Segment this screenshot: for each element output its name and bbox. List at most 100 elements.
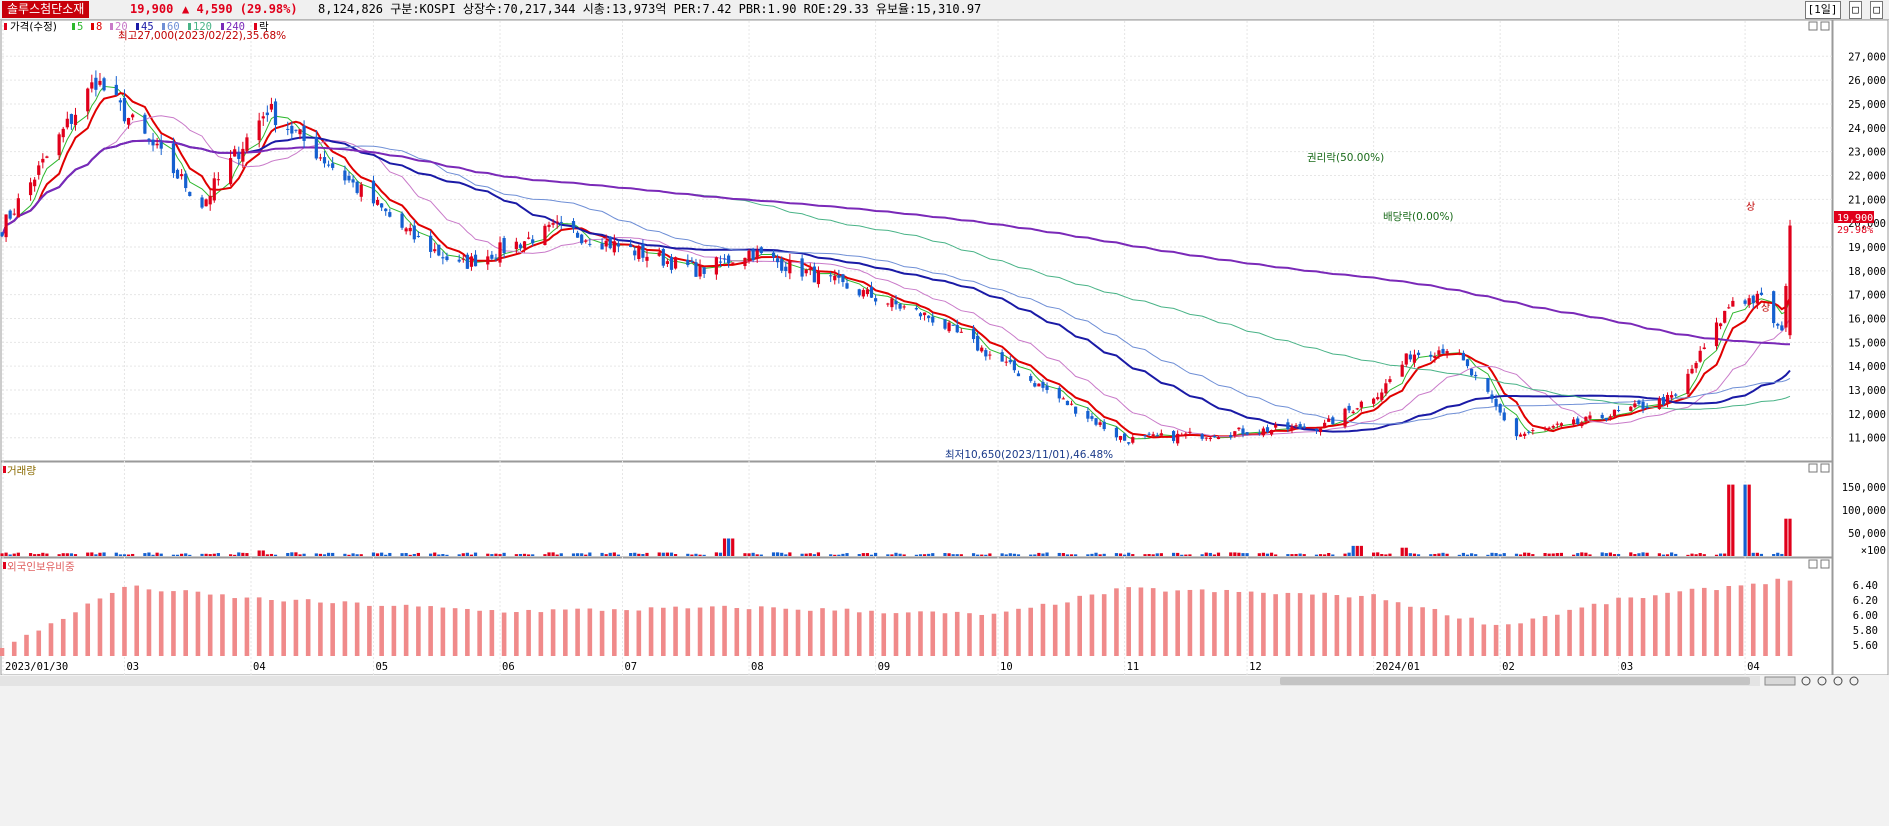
foreign-ratio-bar: [1579, 607, 1585, 656]
candle-body: [1612, 409, 1617, 417]
candle-body: [1176, 433, 1180, 444]
candle-body: [461, 258, 465, 260]
candle-body: [800, 258, 804, 277]
candle-body: [1294, 425, 1298, 427]
candle-body: [1523, 433, 1527, 436]
zoom-out-icon[interactable]: [1801, 676, 1811, 686]
foreign-panel-max-button[interactable]: [1820, 559, 1830, 569]
legend-ma-label: 20: [115, 21, 128, 33]
window-minimize-button[interactable]: □: [1849, 1, 1862, 19]
volume-bar: [98, 552, 102, 556]
scrollbar-thumb[interactable]: [1280, 677, 1750, 685]
candle-body: [1286, 422, 1290, 430]
candle-body: [1057, 387, 1061, 399]
volume-bar: [1094, 552, 1098, 556]
candle-body: [269, 103, 274, 110]
candle-body: [1686, 373, 1690, 394]
foreign-panel-min-button[interactable]: [1808, 559, 1818, 569]
zoom-reset-icon[interactable]: [1833, 676, 1843, 686]
foreign-ratio-bar: [710, 606, 715, 656]
candle-body: [1188, 431, 1192, 433]
volume-bar: [1412, 553, 1417, 556]
volume-bar: [1090, 553, 1094, 556]
volume-bar: [543, 554, 547, 556]
candle-body: [122, 97, 127, 122]
panel-max-button[interactable]: [1820, 21, 1830, 31]
candle-body: [518, 244, 523, 248]
volume-bar: [608, 552, 612, 556]
candle-body: [1743, 300, 1747, 304]
volume-bar: [555, 554, 559, 556]
stock-name[interactable]: 솔루스첨단소재: [2, 1, 90, 18]
candle-body: [1780, 325, 1784, 331]
window-maximize-button[interactable]: □: [1870, 1, 1883, 19]
foreign-ratio-bar: [0, 647, 5, 656]
candle-body: [237, 152, 241, 159]
zoom-in-icon[interactable]: [1817, 676, 1827, 686]
time-x-tick: 2023/01/30: [5, 661, 68, 673]
volume-bar: [1608, 552, 1612, 556]
candle-body: [347, 175, 351, 181]
volume-panel-min-button[interactable]: [1808, 463, 1818, 473]
volume-bar: [1016, 554, 1021, 556]
foreign-ratio-bar: [648, 607, 654, 656]
zoom-slider[interactable]: [1764, 676, 1796, 686]
volume-bar: [657, 552, 661, 556]
legend-ma-marker: [162, 23, 165, 30]
foreign-ratio-bar: [305, 599, 311, 656]
volume-bar: [1670, 552, 1674, 556]
candle-body: [359, 184, 363, 197]
volume-bar: [1147, 554, 1151, 556]
volume-bar: [1518, 554, 1523, 556]
time-x-tick: 03: [126, 661, 139, 673]
foreign-ratio-bar: [575, 608, 580, 656]
period-button[interactable]: [1일]: [1804, 1, 1841, 19]
volume-bar: [641, 554, 645, 556]
legend-lock-label: 락: [259, 21, 269, 33]
volume-bar: [1004, 554, 1008, 556]
foreign-ratio-bar: [1175, 590, 1180, 656]
candle-body: [665, 261, 669, 264]
panel-min-button[interactable]: [1808, 21, 1818, 31]
volume-bar: [265, 554, 269, 556]
candle-body: [531, 239, 535, 244]
candle-body: [1527, 431, 1531, 433]
volume-bar: [441, 554, 445, 556]
time-x-tick: 12: [1249, 661, 1262, 673]
candle-body: [1237, 427, 1241, 430]
candle-body: [229, 158, 233, 185]
foreign-ratio-bar: [477, 610, 482, 656]
candle-body: [1445, 351, 1449, 354]
candle-body: [1323, 422, 1327, 428]
volume-bar: [661, 552, 665, 556]
candle-body: [1629, 406, 1633, 412]
volume-bar: [371, 552, 376, 556]
volume-bar: [1788, 518, 1792, 556]
foreign-ratio-bar: [11, 641, 17, 656]
chart-scrollbar: [0, 676, 1859, 686]
candle-body: [1408, 354, 1412, 360]
volume-bar: [1429, 554, 1433, 556]
legend-ma-marker: [110, 23, 113, 30]
volume-bar: [1461, 552, 1466, 556]
candle-body: [1245, 432, 1249, 435]
candle-body: [1065, 400, 1070, 406]
volume-bar: [1159, 553, 1163, 556]
volume-bar: [898, 553, 902, 556]
stock-chart[interactable]: 11,000 12,000 13,000 14,000 15,000 16,000 17,0…: [0, 20, 1889, 826]
foreign-ratio-bar: [440, 607, 446, 656]
volume-bar: [1290, 554, 1294, 556]
volume-bar: [445, 554, 449, 556]
scrollbar-track[interactable]: [0, 676, 1760, 686]
volume-bar: [1323, 554, 1327, 556]
volume-bar: [1261, 552, 1265, 556]
volume-bar: [1298, 553, 1302, 556]
volume-panel-max-button[interactable]: [1820, 463, 1830, 473]
zoom-fit-icon[interactable]: [1849, 676, 1859, 686]
candle-body: [755, 250, 759, 259]
price-y-tick: 24,000: [1848, 123, 1886, 135]
foreign-ratio-bar: [624, 610, 629, 656]
volume-bar: [922, 554, 927, 556]
volume-bar: [351, 553, 355, 556]
volume-bar: [1502, 553, 1506, 556]
